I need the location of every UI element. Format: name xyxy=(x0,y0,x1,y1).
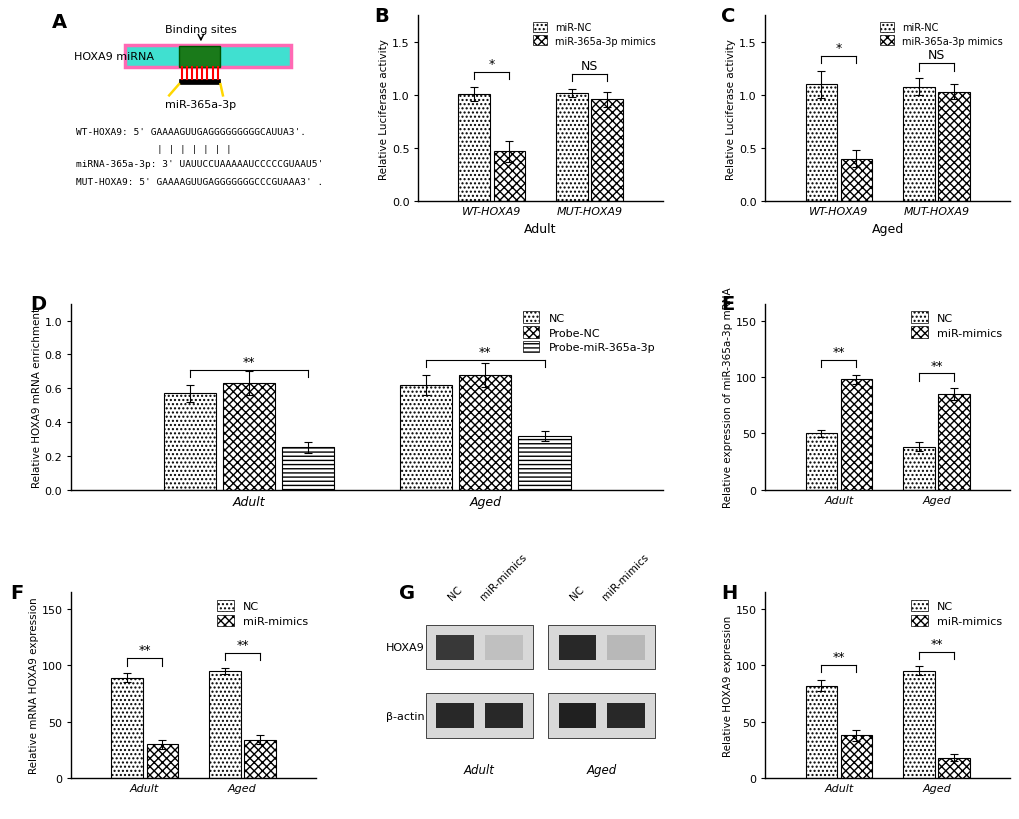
Bar xyxy=(903,447,933,490)
Bar xyxy=(125,46,291,69)
X-axis label: Aged: Aged xyxy=(870,223,903,236)
Bar xyxy=(484,704,522,728)
Bar xyxy=(459,95,489,202)
Text: A: A xyxy=(52,12,67,32)
Text: F: F xyxy=(10,583,23,602)
Text: H: H xyxy=(720,583,737,602)
Text: B: B xyxy=(374,7,389,26)
Bar xyxy=(805,686,836,778)
Bar xyxy=(493,152,525,202)
Legend: NC, miR-mimics: NC, miR-mimics xyxy=(215,598,310,628)
Text: **: ** xyxy=(832,346,844,359)
Text: NS: NS xyxy=(580,60,597,73)
Text: miR-365a-3p: miR-365a-3p xyxy=(165,100,236,110)
Bar xyxy=(459,375,511,490)
Text: NS: NS xyxy=(927,49,945,62)
Bar xyxy=(840,380,871,490)
Bar xyxy=(209,671,240,778)
Text: **: ** xyxy=(929,359,942,372)
Bar xyxy=(805,434,836,490)
Text: NC: NC xyxy=(568,584,586,602)
Bar xyxy=(547,625,655,670)
Text: E: E xyxy=(720,295,734,314)
Text: **: ** xyxy=(243,355,255,369)
Bar xyxy=(436,636,474,660)
Bar xyxy=(147,744,177,778)
Text: NC: NC xyxy=(446,584,464,602)
Legend: miR-NC, miR-365a-3p mimics: miR-NC, miR-365a-3p mimics xyxy=(877,21,1004,48)
Text: D: D xyxy=(30,295,46,314)
Text: G: G xyxy=(398,583,415,602)
Text: **: ** xyxy=(929,637,942,649)
Text: **: ** xyxy=(139,644,151,657)
Text: miR-mimics: miR-mimics xyxy=(600,551,650,602)
Y-axis label: Relative Luciferase activity: Relative Luciferase activity xyxy=(379,39,388,179)
Bar xyxy=(281,448,333,490)
Text: Binding sites: Binding sites xyxy=(165,25,236,35)
Legend: miR-NC, miR-365a-3p mimics: miR-NC, miR-365a-3p mimics xyxy=(531,21,657,48)
Bar xyxy=(555,94,587,202)
Legend: NC, Probe-NC, Probe-miR-365a-3p: NC, Probe-NC, Probe-miR-365a-3p xyxy=(520,310,656,355)
Bar xyxy=(937,395,969,490)
Text: miR-mimics: miR-mimics xyxy=(478,551,528,602)
Bar xyxy=(222,384,274,490)
Text: C: C xyxy=(720,7,735,26)
Bar xyxy=(937,758,969,778)
Y-axis label: Relative HOXA9 expression: Relative HOXA9 expression xyxy=(721,614,732,756)
Bar xyxy=(558,636,596,660)
Text: HOXA9 miRNA: HOXA9 miRNA xyxy=(73,52,154,62)
Bar xyxy=(425,625,533,670)
Text: WT-HOXA9: 5' GAAAAGUUGAGGGGGGGGGCAUUA3'.: WT-HOXA9: 5' GAAAAGUUGAGGGGGGGGGCAUUA3'. xyxy=(76,128,306,137)
Y-axis label: Relative mRNA HOXA9 expression: Relative mRNA HOXA9 expression xyxy=(29,597,39,773)
Bar xyxy=(606,704,644,728)
Bar xyxy=(484,636,522,660)
Text: | | | | | | |: | | | | | | | xyxy=(157,145,231,153)
Bar xyxy=(606,636,644,660)
Bar xyxy=(840,735,871,778)
Text: Adult: Adult xyxy=(464,763,494,776)
Text: miRNA-365a-3p: 3' UAUUCCUAAAAAUCCCCCGUAAU5': miRNA-365a-3p: 3' UAUUCCUAAAAAUCCCCCGUAA… xyxy=(76,160,323,169)
Bar xyxy=(111,678,143,778)
Text: *: * xyxy=(835,42,841,55)
Text: HOXA9: HOXA9 xyxy=(385,642,424,652)
Bar xyxy=(937,93,969,202)
Text: β-actin: β-actin xyxy=(385,711,424,721)
Bar xyxy=(163,394,215,490)
Bar xyxy=(903,88,933,202)
Bar xyxy=(178,47,220,67)
Legend: NC, miR-mimics: NC, miR-mimics xyxy=(908,310,1004,341)
Bar xyxy=(518,436,570,490)
X-axis label: Adult: Adult xyxy=(524,223,556,236)
Text: Aged: Aged xyxy=(586,763,616,776)
Bar xyxy=(178,79,220,85)
Y-axis label: Relative Luciferase activity: Relative Luciferase activity xyxy=(726,39,736,179)
Text: **: ** xyxy=(479,346,491,359)
Text: **: ** xyxy=(236,638,249,651)
Text: *: * xyxy=(488,58,494,70)
Legend: NC, miR-mimics: NC, miR-mimics xyxy=(908,598,1004,628)
Bar xyxy=(840,160,871,202)
Bar xyxy=(591,100,623,202)
Bar xyxy=(245,740,275,778)
Bar xyxy=(903,671,933,778)
Bar xyxy=(558,704,596,728)
Bar xyxy=(425,694,533,738)
Bar xyxy=(805,85,836,202)
Text: **: ** xyxy=(832,650,844,663)
Bar xyxy=(399,386,451,490)
Y-axis label: Relative HOXA9 mRNA enrichment: Relative HOXA9 mRNA enrichment xyxy=(32,307,42,487)
Text: MUT-HOXA9: 5' GAAAAGUUGAGGGGGGGCCCGUAAA3' .: MUT-HOXA9: 5' GAAAAGUUGAGGGGGGGCCCGUAAA3… xyxy=(76,178,323,187)
Bar xyxy=(547,694,655,738)
Y-axis label: Relative expression of miR-365a-3p mRNA: Relative expression of miR-365a-3p mRNA xyxy=(721,287,732,508)
Bar xyxy=(436,704,474,728)
